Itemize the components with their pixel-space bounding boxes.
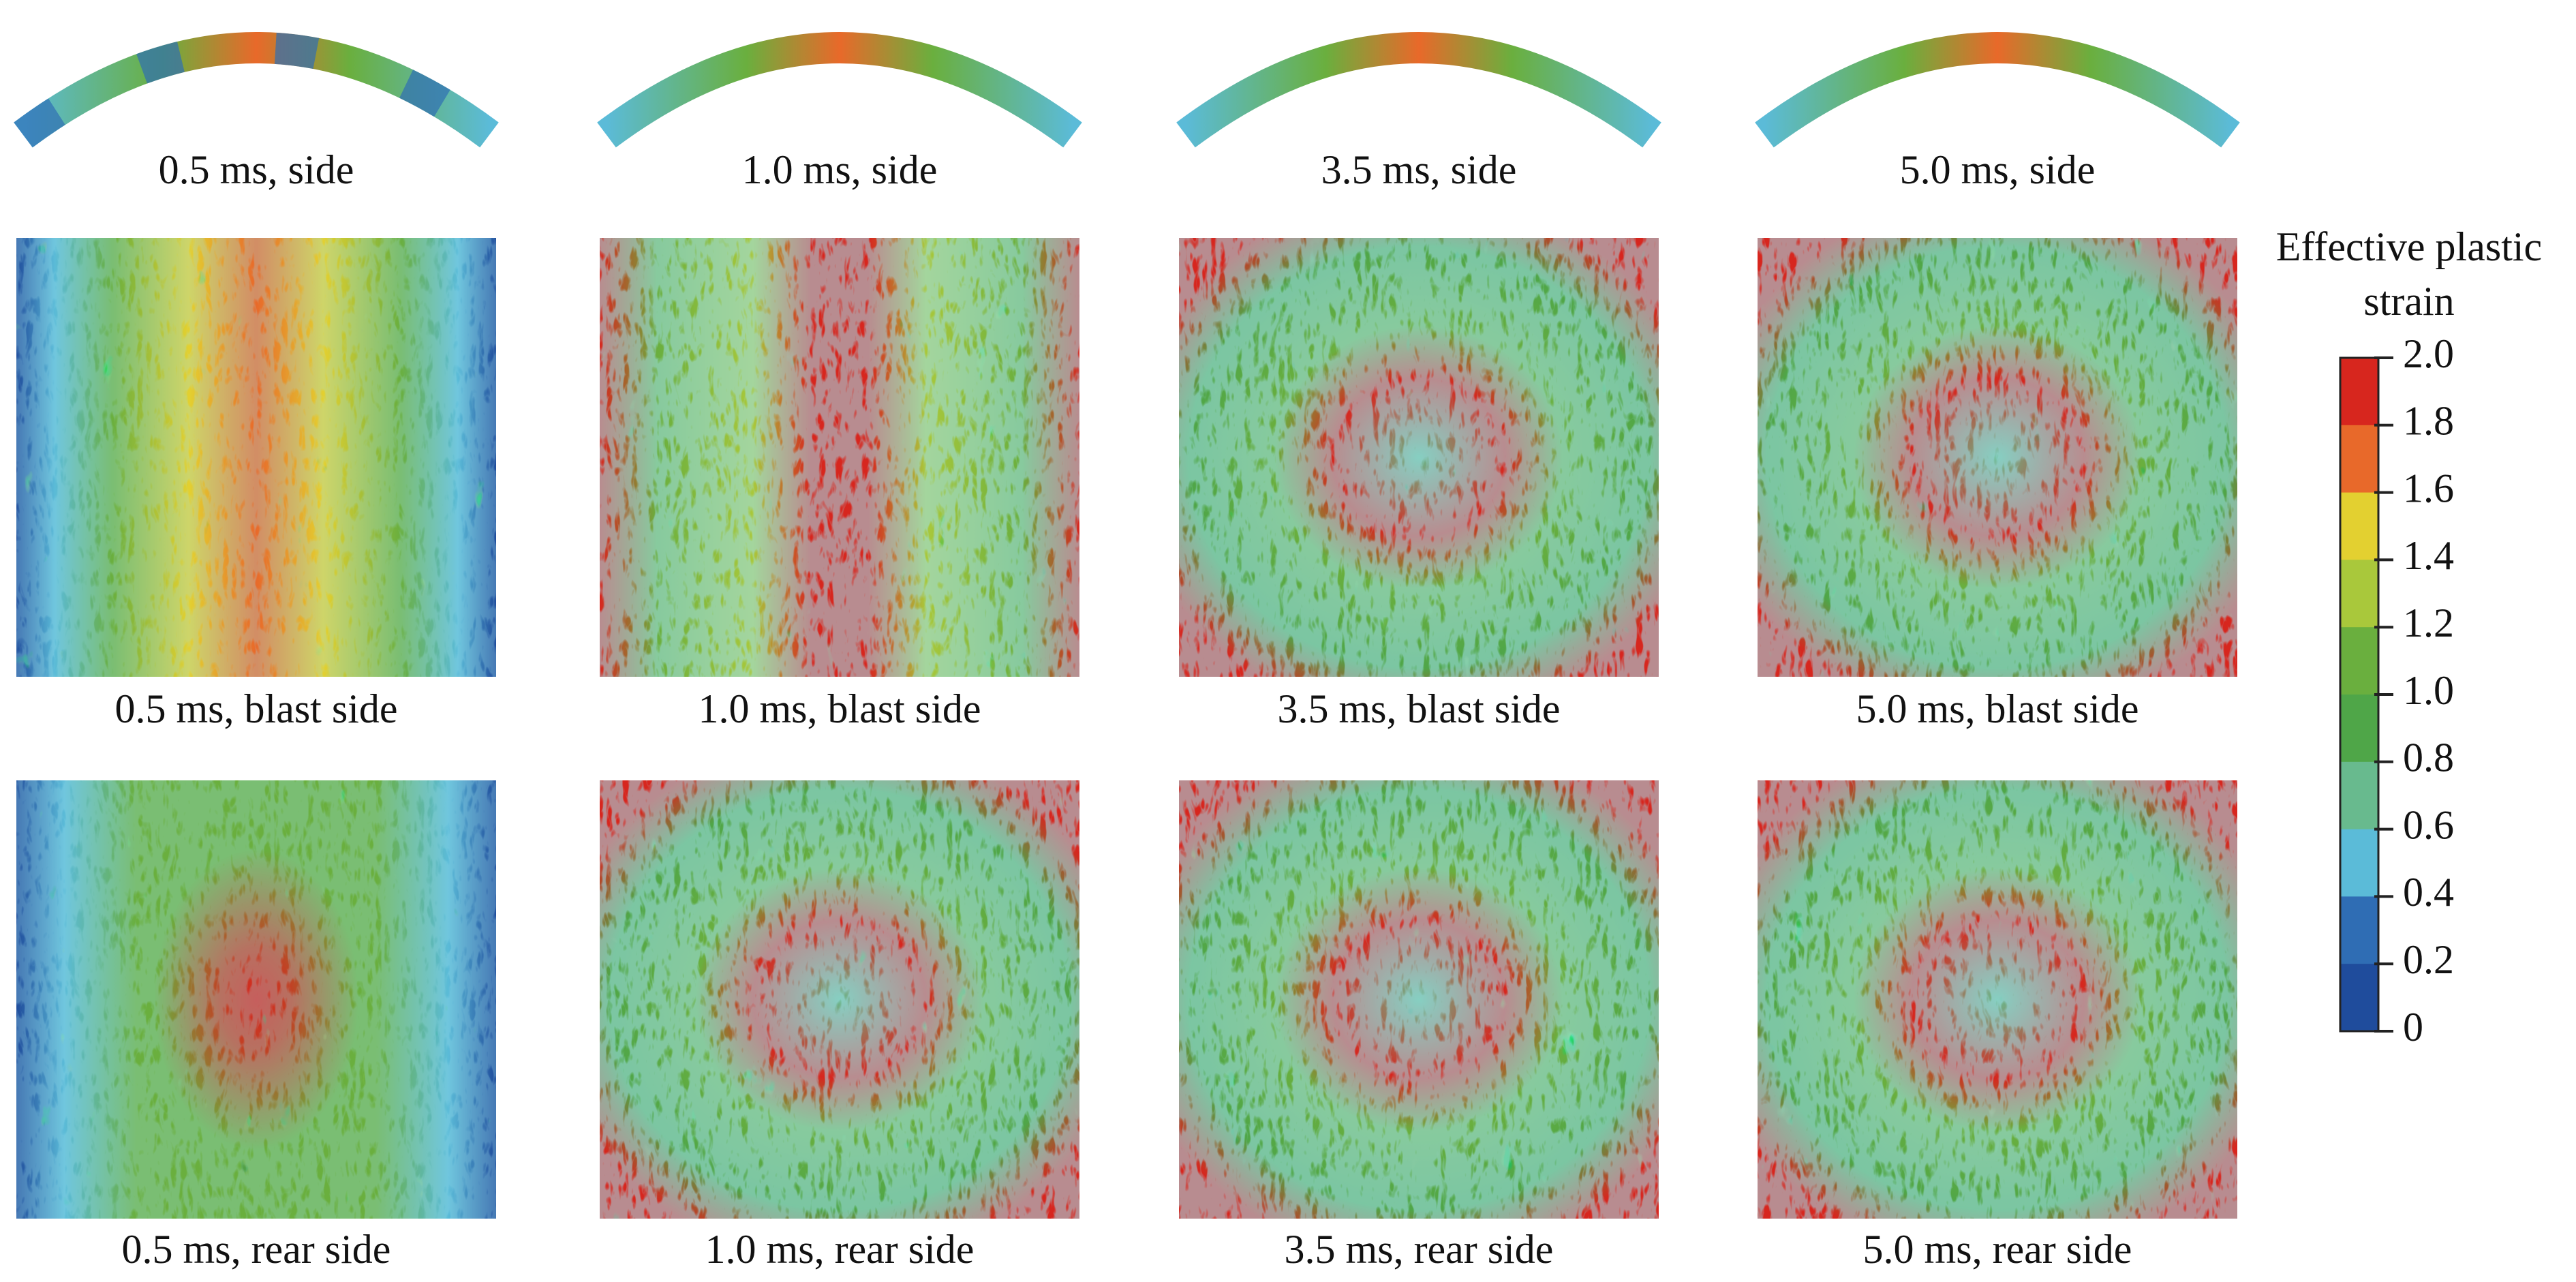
contour-speck	[16, 780, 496, 1219]
colorbar-band	[2340, 627, 2378, 695]
colorbar-band	[2340, 964, 2378, 1032]
colorbar-tick-label: 0.8	[2403, 735, 2454, 780]
colorbar-tick-label: 0	[2403, 1005, 2423, 1050]
colorbar-tick-label: 0.6	[2403, 802, 2454, 847]
panel-caption: 1.0 ms, blast side	[699, 686, 981, 731]
colorbar-tick-label: 1.6	[2403, 466, 2454, 510]
contour-panel: 1.0 ms, side	[597, 32, 1082, 192]
panel-caption: 0.5 ms, side	[159, 147, 354, 192]
panel-caption: 1.0 ms, side	[742, 147, 938, 192]
contour-panel: 5.0 ms, side	[1755, 32, 2240, 192]
contour-panel: 1.0 ms, rear side	[600, 780, 1079, 1272]
colorbar-title: Effective plastic strain	[2275, 224, 2543, 324]
panel-caption: 5.0 ms, blast side	[1856, 686, 2139, 731]
colorbar-band	[2340, 560, 2378, 628]
panel-caption: 3.5 ms, blast side	[1278, 686, 1561, 731]
colorbar-band	[2340, 358, 2378, 426]
arc-section	[1755, 32, 2240, 148]
contour-speck	[1179, 780, 1659, 1219]
panel-caption: 1.0 ms, rear side	[705, 1227, 975, 1272]
arc-section	[597, 32, 1082, 148]
colorbar-band	[2340, 761, 2378, 830]
panels: 0.5 ms, side 1.0 ms, side 3.5 ms, side 5.0 …	[14, 32, 2240, 1272]
panel-caption: 0.5 ms, blast side	[115, 686, 398, 731]
panel-caption: 5.0 ms, rear side	[1863, 1227, 2132, 1272]
panel-caption: 3.5 ms, rear side	[1285, 1227, 1554, 1272]
colorbar-tick-label: 1.4	[2403, 533, 2454, 578]
contour-panel: 1.0 ms, blast side	[600, 238, 1079, 731]
colorbar-band	[2340, 425, 2378, 493]
contour-panel: 5.0 ms, blast side	[1758, 238, 2237, 731]
contour-speck	[600, 780, 1079, 1219]
colorbar-tick-label: 2.0	[2403, 331, 2454, 376]
contour-speck	[1758, 780, 2237, 1219]
contour-panel: 0.5 ms, blast side	[16, 238, 496, 731]
contour-panel: 3.5 ms, rear side	[1179, 780, 1659, 1272]
colorbar-tick-label: 0.4	[2403, 870, 2454, 915]
panel-caption: 3.5 ms, side	[1321, 147, 1517, 192]
colorbar-tick-label: 1.2	[2403, 600, 2454, 645]
contour-speck	[600, 238, 1079, 677]
contour-panel: 3.5 ms, blast side	[1179, 238, 1659, 731]
colorbar-tick-label: 1.8	[2403, 399, 2454, 444]
panel-caption: 0.5 ms, rear side	[122, 1227, 391, 1272]
contour-panel: 5.0 ms, rear side	[1758, 780, 2237, 1272]
contour-panel: 3.5 ms, side	[1176, 32, 1661, 192]
colorbar-band	[2340, 492, 2378, 560]
contour-speck	[1179, 238, 1659, 677]
colorbar-band	[2340, 896, 2378, 964]
colorbar: 2.0 1.8 1.6 1.4 1.2 1.0 0.8 0.6 0.4 0.2 0	[2339, 331, 2454, 1050]
contour-speck	[16, 238, 496, 677]
colorbar-tick-label: 1.0	[2403, 668, 2454, 713]
colorbar-band	[2340, 695, 2378, 763]
arc-edge	[14, 32, 499, 148]
arc-section	[1176, 32, 1661, 148]
contour-speck	[1758, 238, 2237, 677]
contour-panel: 0.5 ms, side	[14, 32, 499, 192]
contour-panel: 0.5 ms, rear side	[16, 780, 496, 1272]
colorbar-band	[2340, 829, 2378, 897]
colorbar-tick-label: 0.2	[2403, 937, 2454, 982]
panel-caption: 5.0 ms, side	[1900, 147, 2096, 192]
